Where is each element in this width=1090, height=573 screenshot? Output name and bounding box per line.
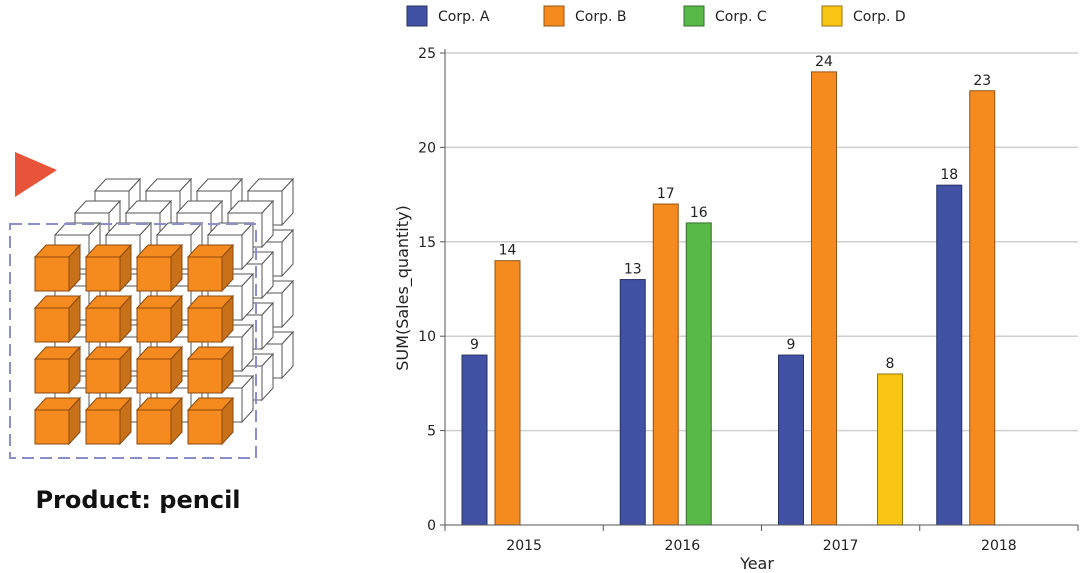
cube-cell [186, 345, 235, 395]
legend-swatch [683, 5, 705, 27]
y-tick-label: 5 [427, 424, 436, 440]
x-axis-title: Year [739, 554, 774, 573]
cube-cell [186, 396, 235, 446]
legend-item: Corp. A [406, 5, 490, 27]
y-tick-label: 15 [418, 235, 436, 251]
x-axis: 2015 2016 2017 2018 [444, 524, 1079, 554]
legend: Corp. A Corp. B Corp. C Corp. D [406, 5, 906, 27]
cube-cell [186, 294, 235, 344]
cube-cell [33, 345, 82, 395]
cube-cell [84, 294, 133, 344]
legend-swatch [821, 5, 843, 27]
cube-cell [84, 345, 133, 395]
data-label: 13 [624, 262, 642, 278]
cube-cell [84, 396, 133, 446]
cube-front-slice [33, 243, 235, 446]
bar-corp-d-2017 [877, 373, 903, 526]
legend-swatch [406, 5, 428, 27]
cube-cell [33, 243, 82, 293]
y-axis: 0 5 10 15 20 25 [418, 46, 446, 534]
selection-frame [9, 223, 257, 459]
legend-item: Corp. B [543, 5, 627, 27]
data-label: 9 [787, 337, 796, 353]
data-label: 16 [690, 205, 708, 221]
legend-item: Corp. C [683, 5, 767, 27]
x-tick-label: 2018 [981, 538, 1017, 554]
data-cube-illustration: Product: pencil [9, 152, 295, 514]
data-label: 23 [973, 73, 991, 89]
bar-corp-a-2016 [619, 279, 646, 526]
bar-corp-b-2018 [969, 90, 996, 526]
bars [461, 71, 996, 526]
x-tick-label: 2015 [506, 538, 542, 554]
pointer-triangle-icon [15, 152, 57, 197]
bar-corp-a-2018 [936, 184, 963, 526]
bar-corp-b-2015 [494, 260, 521, 526]
bar-corp-a-2015 [461, 354, 488, 526]
cube-cell [33, 294, 82, 344]
y-axis-title: SUM(Sales_quantity) [393, 205, 413, 370]
bar-corp-b-2017 [811, 71, 837, 526]
x-tick-label: 2016 [665, 538, 701, 554]
y-tick-label: 20 [418, 140, 436, 156]
cube-cell [135, 243, 184, 293]
bar-corp-b-2016 [652, 203, 679, 526]
cube-cell [135, 345, 184, 395]
bar-corp-a-2017 [778, 354, 804, 526]
legend-label: Corp. A [438, 9, 490, 25]
x-tick-label: 2017 [823, 538, 859, 554]
legend-label: Corp. C [715, 9, 767, 25]
legend-item: Corp. D [821, 5, 906, 27]
cube-cell [135, 396, 184, 446]
bar-chart: Corp. A Corp. B Corp. C Corp. D 9 13 9 18 14 17 2… [393, 5, 1079, 573]
bar-corp-c-2016 [685, 222, 712, 526]
cube-cell [33, 396, 82, 446]
data-label: 9 [470, 337, 479, 353]
value-labels: 9 13 9 18 14 17 24 23 16 8 [470, 54, 991, 372]
cube-cell [84, 243, 133, 293]
cube-cell [186, 243, 235, 293]
y-tick-label: 0 [427, 518, 436, 534]
data-label: 24 [815, 54, 833, 70]
data-label: 17 [657, 186, 675, 202]
product-caption: Product: pencil [35, 486, 240, 514]
y-tick-label: 25 [418, 46, 436, 62]
legend-label: Corp. D [853, 9, 906, 25]
legend-label: Corp. B [575, 9, 627, 25]
data-label: 14 [499, 243, 517, 259]
data-label: 8 [886, 356, 895, 372]
y-tick-label: 10 [418, 329, 436, 345]
legend-swatch [543, 5, 565, 27]
cube-cell [135, 294, 184, 344]
data-label: 18 [940, 167, 958, 183]
